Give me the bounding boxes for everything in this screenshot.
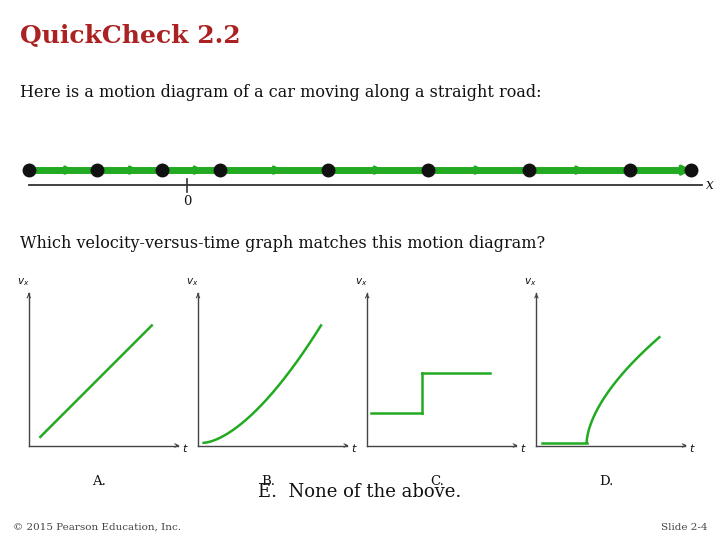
Text: $v_x$: $v_x$ (524, 276, 537, 288)
Text: D.: D. (600, 475, 613, 488)
Text: $v_x$: $v_x$ (186, 276, 199, 288)
Text: $v_x$: $v_x$ (355, 276, 368, 288)
Text: A.: A. (92, 475, 106, 488)
Text: Here is a motion diagram of a car moving along a straight road:: Here is a motion diagram of a car moving… (20, 84, 541, 100)
Text: $v_x$: $v_x$ (17, 276, 30, 288)
Text: E.  None of the above.: E. None of the above. (258, 483, 462, 502)
Text: Which velocity-versus-time graph matches this motion diagram?: Which velocity-versus-time graph matches… (20, 235, 545, 252)
Text: B.: B. (261, 475, 275, 488)
Text: © 2015 Pearson Education, Inc.: © 2015 Pearson Education, Inc. (13, 523, 181, 532)
Text: 0: 0 (183, 195, 192, 208)
Text: Slide 2-4: Slide 2-4 (660, 523, 707, 532)
Text: QuickCheck 2.2: QuickCheck 2.2 (20, 24, 240, 48)
Text: $t$: $t$ (689, 442, 696, 454)
Text: C.: C. (431, 475, 444, 488)
Text: $t$: $t$ (520, 442, 527, 454)
Text: x: x (706, 178, 714, 192)
Text: $t$: $t$ (181, 442, 189, 454)
Text: $t$: $t$ (351, 442, 358, 454)
